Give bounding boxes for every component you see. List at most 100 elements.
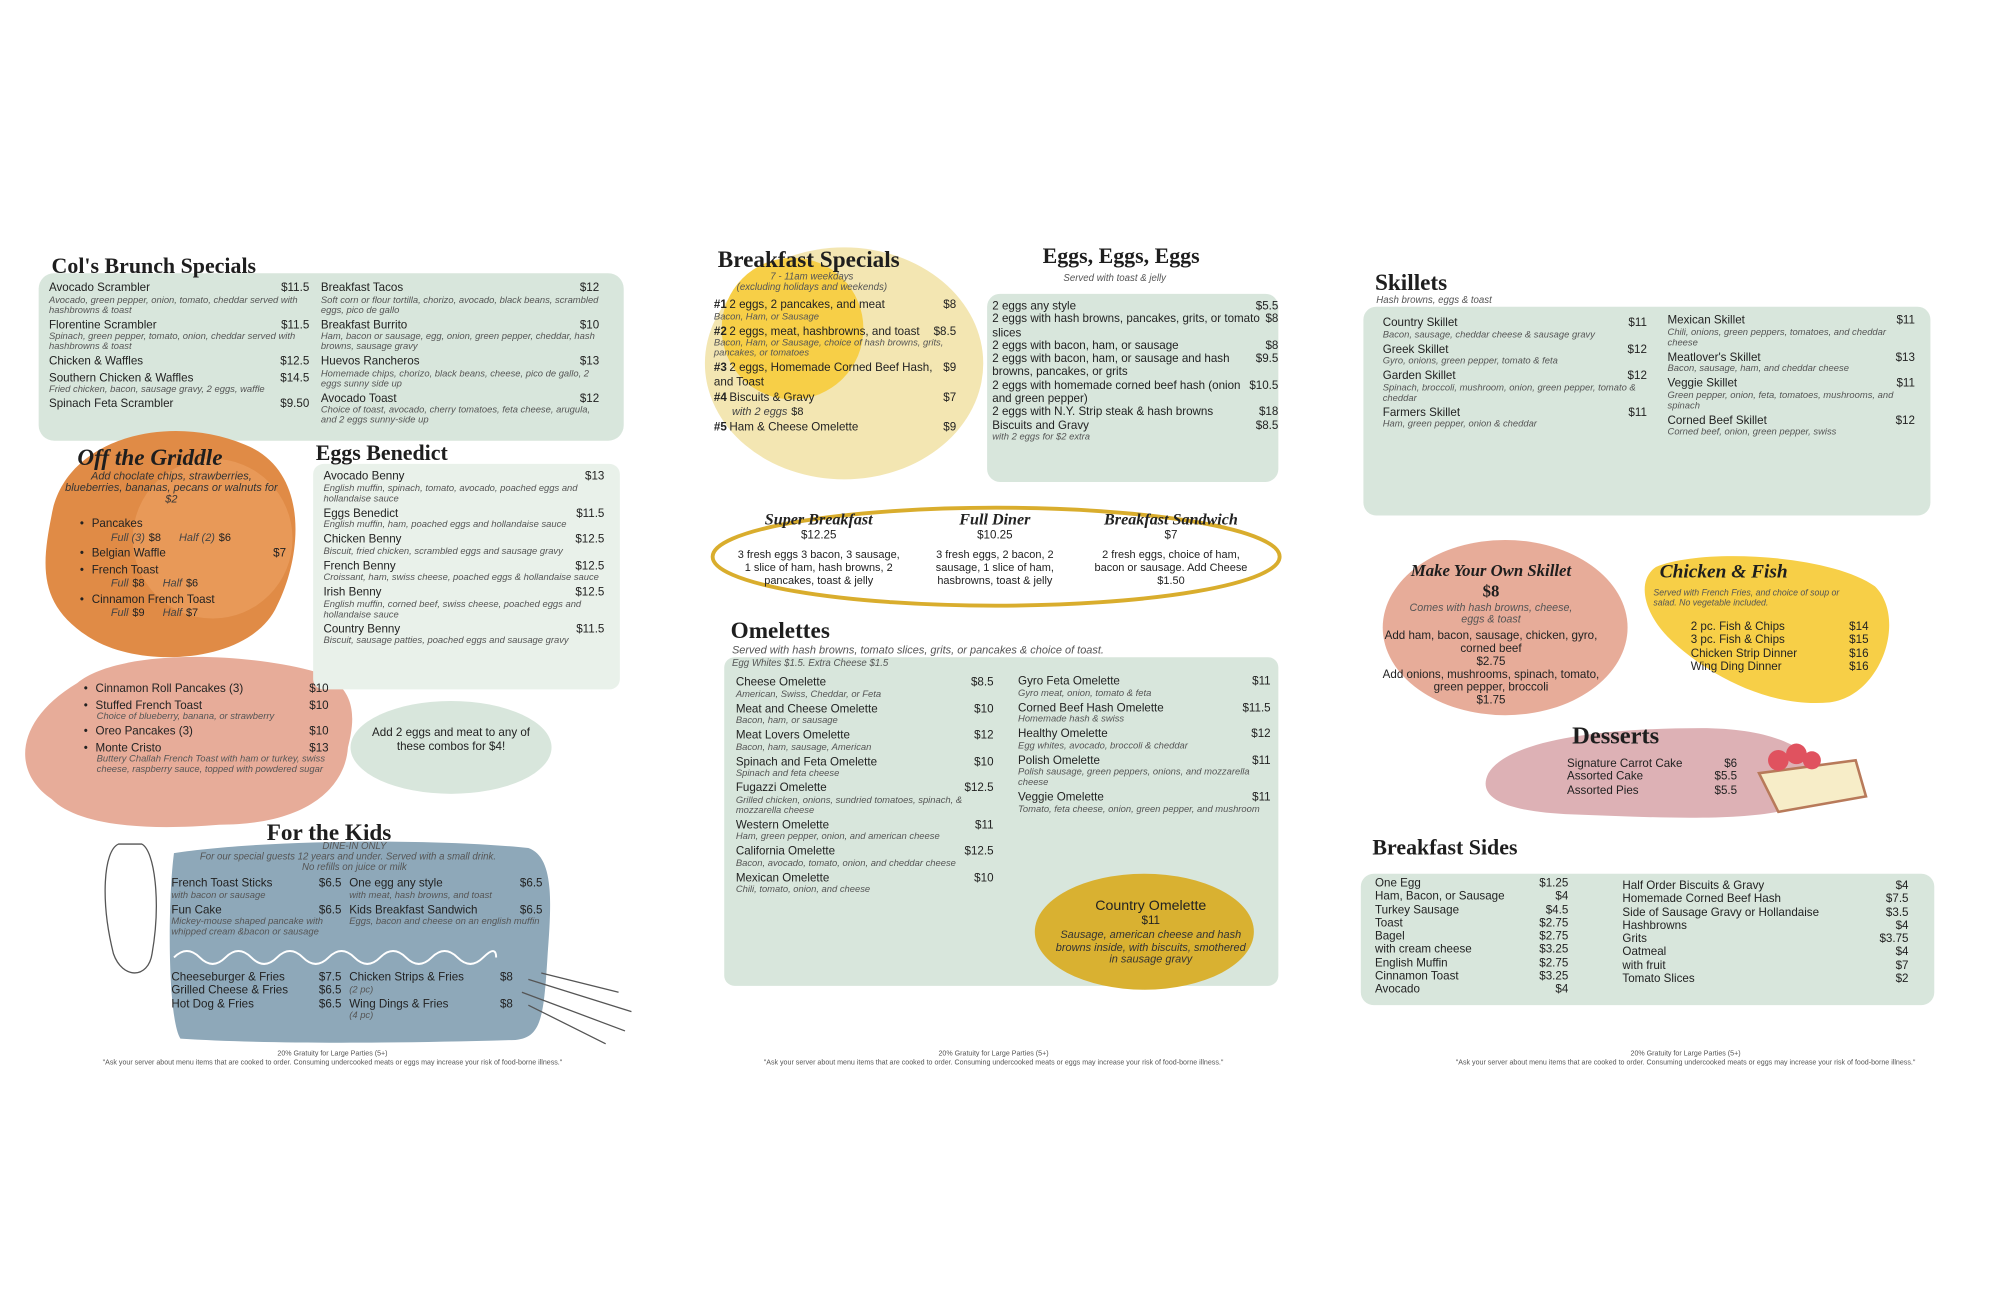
item-name-text: 2 eggs with hash browns, pancakes, grits… (992, 312, 1260, 339)
option-label: Half (2) (179, 530, 215, 544)
item-number: #4 (713, 390, 727, 404)
item-row: Cinnamon Toast $3.25 (1375, 969, 1568, 982)
item-row: with cream cheese $3.25 (1375, 943, 1568, 956)
item-name-text: 2 eggs, meat, hashbrowns, and toast (729, 324, 920, 337)
item-number: #3 (713, 360, 727, 374)
item-name-text: Homemade Corned Beef Hash (1622, 892, 1782, 906)
item-row: Avocado Scrambler $11.5 (49, 281, 309, 295)
item-description: 2 fresh eggs, choice of ham, bacon or sa… (1094, 547, 1248, 586)
item-name-text: One Egg (1375, 876, 1421, 890)
panel (987, 293, 1279, 482)
item-price: $6.5 (318, 902, 342, 916)
item-name-text: Mexican Skillet (1667, 313, 1745, 327)
item-row: Cinnamon French Toast (92, 592, 286, 606)
menu-list: Gyro Feta Omelette $11 Gyro meat, onion, t… (1018, 674, 1271, 816)
item-row: Monte Cristo $13 (96, 740, 329, 754)
item-description: Homemade hash & swiss (1018, 712, 1125, 725)
menu-item: 2 eggs with bacon, ham, or sausage and h… (992, 352, 1278, 379)
menu-item: Chicken Strips & Fries $8 (2 pc) (349, 970, 513, 994)
item-name-text: Meat and Cheese Omelette (735, 701, 878, 715)
item-name-text: Eggs Benedict (323, 505, 399, 519)
item-name-text: Gyro Feta Omelette (1018, 673, 1120, 687)
item-row: Meatlover's Skillet $13 (1668, 350, 1915, 364)
item-name: Super Breakfast (765, 510, 873, 528)
item-description: Biscuit, fried chicken, scrambled eggs a… (323, 544, 563, 557)
item-price: $7.5 (1885, 892, 1909, 906)
item-name: Chicken Benny (323, 532, 401, 546)
item-row: 2 eggs with homemade corned beef hash (o… (992, 379, 1278, 406)
item-name: California Omelette (736, 844, 835, 858)
item-name-text: Kids Breakfast Sandwich (349, 902, 478, 916)
item-name-text: Half Order Biscuits & Gravy (1622, 878, 1765, 892)
menu-item: Signature Carrot Cake $6 (1567, 756, 1737, 769)
item-row: Avocado Toast $12 (321, 391, 599, 405)
item-name: Grits (1622, 932, 1646, 945)
section-note: Served with French Fries, and choice of … (1653, 588, 1840, 608)
panel (1360, 873, 1935, 1006)
menu-item: Kids Breakfast Sandwich $6.5 Eggs, bacon a… (349, 903, 542, 927)
item-name: Turkey Sausage (1375, 903, 1459, 916)
item-description: Green pepper, onion, feta, tomatoes, mus… (1667, 388, 1894, 411)
item-description: English muffin, spinach, tomato, avocado… (323, 481, 578, 504)
item-name: Corned Beef Hash Omelette (1018, 700, 1164, 714)
item-row: 2 eggs any style $5.5 (992, 299, 1278, 312)
item-price: $9.5 (1255, 352, 1279, 365)
advisory: "Ask your server about menu items that a… (102, 1059, 563, 1068)
item-row: Avocado $4 (1375, 982, 1568, 995)
item-name-text: Belgian Waffle (91, 546, 166, 560)
item-name-text: Bagel (1375, 929, 1405, 943)
item-name: Wing Dings & Fries (349, 997, 448, 1011)
item-row: Country Skillet $11 (1383, 316, 1647, 330)
item-description: English muffin, ham, poached eggs and ho… (323, 518, 567, 530)
item-name: with fruit (1622, 958, 1665, 971)
item-name: Avocado (1375, 982, 1420, 995)
menu-item: Bagel $2.75 (1375, 929, 1568, 942)
menu-item: Garden Skillet $12 Spinach, broccoli, mush… (1383, 369, 1647, 403)
advisory: "Ask your server about menu items that a… (1455, 1059, 1916, 1068)
menu-list: Chicken Strips & Fries $8 (2 pc) Wing Dings… (349, 970, 513, 1023)
section-note: For our special guests 12 years and unde… (199, 850, 497, 863)
item-name-text: Hashbrowns (1622, 918, 1687, 932)
item-row: Tomato Slices $2 (1622, 972, 1908, 985)
option-price: $7 (185, 605, 199, 619)
item-name-text: Avocado Scrambler (48, 280, 150, 294)
item-price: $3.25 (1539, 942, 1569, 956)
option: Full (3) $8 (111, 530, 161, 543)
item-price: $8 (1265, 338, 1279, 352)
combo-note: Add 2 eggs and meat to any of these comb… (372, 725, 531, 752)
menu-item: Avocado Scrambler $11.5 Avocado, green pep… (49, 281, 309, 315)
item-name: Gyro Feta Omelette (1018, 674, 1120, 688)
item-price: $8.5 (970, 675, 994, 689)
item-description: Homemade chips, chorizo, black beans, ch… (320, 366, 590, 389)
item-price: $2 (1895, 971, 1909, 985)
item-price: $3.75 (1879, 931, 1909, 945)
blob (132, 458, 293, 619)
outline (710, 505, 1282, 608)
item-row: Cheeseburger & Fries $7.5 (171, 970, 341, 983)
item-price: $11.5 (281, 317, 310, 331)
item-price: $6.5 (318, 983, 342, 997)
item-row: Avocado Benny $13 (323, 469, 604, 483)
item-name-text: Fun Cake (171, 902, 222, 916)
menu-item: Half Order Biscuits & Gravy $4 (1622, 879, 1908, 892)
item-row: Chicken Strip Dinner $16 (1691, 646, 1869, 659)
item-price: $2.75 (1539, 955, 1569, 969)
menu-item: English Muffin $2.75 (1375, 956, 1568, 969)
menu-item: Greek Skillet $12 Gyro, onions, green pepp… (1383, 342, 1647, 366)
option-price: $9 (132, 605, 145, 619)
pie-drawing (1757, 758, 1868, 814)
menu-item: Hot Dog & Fries $6.5 (171, 997, 341, 1010)
item-description: Grilled chicken, onions, sundried tomato… (735, 793, 963, 816)
gratuity-note: 20% Gratuity for Large Parties (5+) (277, 1050, 388, 1058)
item-name: #5 Ham & Cheese Omelette (714, 420, 858, 434)
item-name-text: Oatmeal (1622, 945, 1667, 959)
item-row: California Omelette $12.5 (736, 844, 994, 858)
menu-item: Western Omelette $11 Ham, green pepper, on… (736, 818, 994, 842)
item-name-text: Florentine Scrambler (48, 317, 157, 331)
blob (1644, 556, 1890, 704)
item-price: $4 (1555, 982, 1569, 996)
item-name: Avocado Toast (321, 391, 397, 405)
menu-list: Cheeseburger & Fries $7.5 Grilled Cheese &… (171, 970, 341, 1010)
item-price: $11 (1252, 753, 1271, 767)
item-price: $4 (1895, 945, 1909, 959)
